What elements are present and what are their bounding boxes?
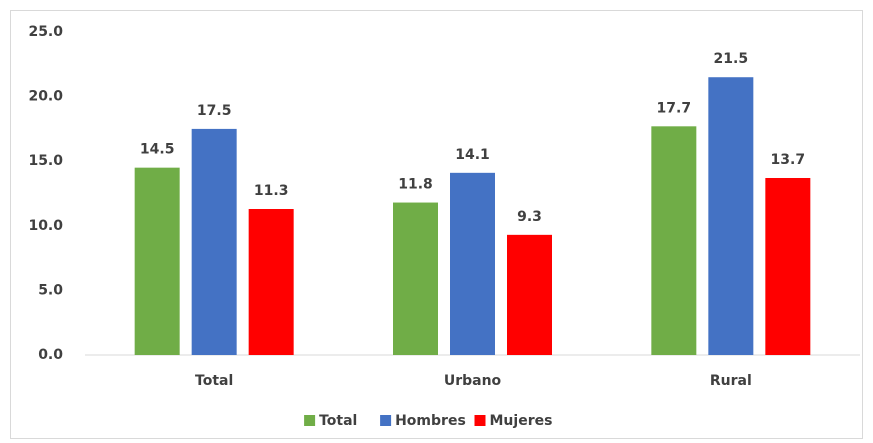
- y-tick-label: 5.0: [38, 282, 63, 298]
- y-tick-label: 10.0: [28, 218, 63, 234]
- data-label: 14.1: [455, 147, 490, 163]
- data-label: 17.7: [657, 100, 692, 116]
- legend-swatch: [304, 415, 316, 426]
- bar: [450, 172, 495, 355]
- bar: [393, 202, 438, 355]
- legend-label: Hombres: [395, 413, 466, 429]
- data-label: 11.3: [254, 183, 289, 199]
- bar: [134, 167, 180, 355]
- data-label: 9.3: [517, 209, 542, 225]
- bar: [191, 128, 237, 355]
- bar: [651, 126, 697, 355]
- y-tick-label: 25.0: [28, 24, 63, 40]
- bar: [765, 177, 811, 355]
- y-tick-label: 20.0: [28, 89, 63, 105]
- bar: [708, 77, 754, 355]
- legend-swatch: [474, 415, 486, 426]
- legend-swatch: [380, 415, 392, 426]
- y-tick-label: 0.0: [38, 347, 63, 363]
- x-tick-label: Urbano: [444, 373, 502, 389]
- bar: [507, 234, 552, 355]
- data-label: 21.5: [714, 51, 749, 67]
- data-label: 14.5: [140, 142, 175, 158]
- x-tick-label: Total: [195, 373, 233, 389]
- data-label: 17.5: [197, 103, 232, 119]
- y-tick-label: 15.0: [28, 153, 63, 169]
- legend-label: Mujeres: [490, 413, 553, 429]
- data-label: 11.8: [398, 177, 433, 193]
- data-label: 13.7: [771, 152, 806, 168]
- bar: [248, 209, 294, 355]
- x-tick-label: Rural: [710, 373, 752, 389]
- legend-label: Total: [319, 413, 357, 429]
